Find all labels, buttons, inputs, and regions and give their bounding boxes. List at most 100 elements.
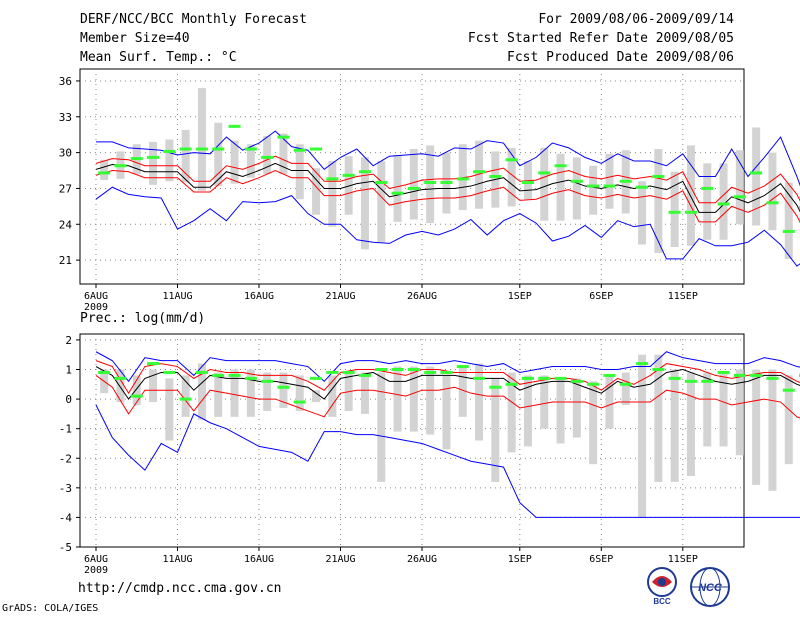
temp-spread-box xyxy=(654,149,663,253)
prec-spread-box xyxy=(654,354,663,482)
temp-spread-box xyxy=(181,129,190,183)
temp-median-mark xyxy=(342,173,355,177)
prec-median-mark xyxy=(587,382,600,386)
prec-spread-box xyxy=(540,375,549,429)
temp-median-mark xyxy=(130,157,143,161)
prec-y-tick-label: -2 xyxy=(59,452,72,465)
prec-spread-box xyxy=(605,375,614,429)
prec-median-mark xyxy=(130,394,143,398)
prec-spread-box xyxy=(393,366,402,432)
temp-spread-box xyxy=(230,140,239,184)
source-url[interactable]: http://cmdp.ncc.cma.gov.cn xyxy=(78,581,282,596)
prec-median-mark xyxy=(505,382,518,386)
temp-median-mark xyxy=(179,147,192,151)
prec-spread-box xyxy=(263,372,272,411)
prec-median-mark xyxy=(782,388,795,392)
prec-median-mark xyxy=(163,370,176,374)
prec-median-mark xyxy=(652,368,665,371)
prec-spread-box xyxy=(426,366,435,435)
prec-spread-box xyxy=(670,369,679,482)
temp-median-mark xyxy=(570,179,583,183)
temp-spread-box xyxy=(409,149,418,220)
temp-spread-box xyxy=(605,153,614,209)
temp-median-mark xyxy=(684,210,697,214)
prec-spread-box xyxy=(638,354,647,518)
temp-spread-box xyxy=(214,122,223,187)
prec-median-mark xyxy=(424,370,437,374)
prec-x-tick-label: 1SEP xyxy=(508,554,532,565)
temp-median-mark xyxy=(554,164,567,168)
temp-median-mark xyxy=(163,149,176,153)
temp-median-mark xyxy=(98,171,111,175)
temp-y-tick-label: 24 xyxy=(59,218,73,231)
temp-spread-box xyxy=(263,135,272,175)
prec-x-year-label: 2009 xyxy=(84,565,108,576)
prec-median-mark xyxy=(261,379,274,383)
prec-median-mark xyxy=(179,397,192,401)
prec-x-tick-label: 26AUG xyxy=(407,554,437,565)
prec-median-mark xyxy=(195,370,208,374)
prec-x-tick-label: 6SEP xyxy=(589,554,613,565)
prec-median-mark xyxy=(554,376,567,380)
temp-spread-box xyxy=(670,171,679,247)
prec-spread-box xyxy=(409,366,418,432)
temp-spread-box xyxy=(165,139,174,182)
temp-spread-box xyxy=(312,168,321,215)
ncc-logo: NCC xyxy=(690,567,730,607)
temp-x-tick-label: 6AUG xyxy=(84,291,108,302)
prec-median-mark xyxy=(570,379,583,383)
prec-spread-box xyxy=(703,372,712,447)
temp-median-mark xyxy=(261,155,274,159)
temp-median-mark xyxy=(456,177,469,181)
temp-median-mark xyxy=(424,180,437,184)
temp-x-tick-label: 1SEP xyxy=(508,291,532,302)
prec-median-mark xyxy=(440,370,453,374)
prec-median-mark xyxy=(717,370,730,374)
prec-median-mark xyxy=(342,370,355,374)
temp-spread-box xyxy=(360,157,369,250)
prec-median-mark xyxy=(733,373,746,377)
temp-spread-box xyxy=(246,144,255,178)
temp-median-mark xyxy=(766,201,779,205)
temp-x-tick-label: 26AUG xyxy=(407,291,437,302)
prec-line-max xyxy=(95,351,800,383)
prec-median-mark xyxy=(456,365,469,369)
prec-median-mark xyxy=(326,370,339,374)
temp-line-mean-spread xyxy=(95,169,800,224)
temp-spread-box xyxy=(475,140,484,209)
prec-spread-box xyxy=(165,378,174,441)
temp-line-min xyxy=(95,186,800,267)
temp-median-mark xyxy=(750,171,763,175)
temp-spread-box xyxy=(572,157,581,220)
temp-y-tick-label: 33 xyxy=(59,111,72,124)
prec-spread-box xyxy=(132,375,141,405)
temp-spread-box xyxy=(589,165,598,215)
prec-median-mark xyxy=(473,376,486,380)
temp-median-mark xyxy=(521,180,534,184)
prec-median-mark xyxy=(636,362,649,366)
temp-spread-box xyxy=(100,159,109,181)
temp-median-mark xyxy=(538,171,551,175)
prec-spread-box xyxy=(328,375,337,417)
temp-line-ensemble-mean xyxy=(95,162,800,213)
temp-spread-box xyxy=(556,153,565,221)
prec-spread-box xyxy=(360,372,369,414)
prec-median-mark xyxy=(619,382,632,386)
prec-y-tick-label: -3 xyxy=(59,482,72,495)
prec-x-tick-label: 6AUG xyxy=(84,554,108,565)
prec-median-mark xyxy=(98,370,111,374)
temp-spread-box xyxy=(540,147,549,221)
prec-median-mark xyxy=(701,379,714,383)
temp-x-year-label: 2009 xyxy=(84,302,108,313)
temp-spread-box xyxy=(703,163,712,240)
temp-spread-box xyxy=(279,133,288,175)
prec-spread-box xyxy=(735,369,744,456)
prec-median-mark xyxy=(244,376,257,380)
prec-x-tick-label: 21AUG xyxy=(325,554,355,565)
prec-median-mark xyxy=(114,376,127,380)
prec-spread-box xyxy=(572,378,581,438)
temp-median-mark xyxy=(733,195,746,199)
temp-spread-box xyxy=(638,181,647,245)
prec-spread-box xyxy=(149,369,158,403)
prec-spread-box xyxy=(475,363,484,441)
